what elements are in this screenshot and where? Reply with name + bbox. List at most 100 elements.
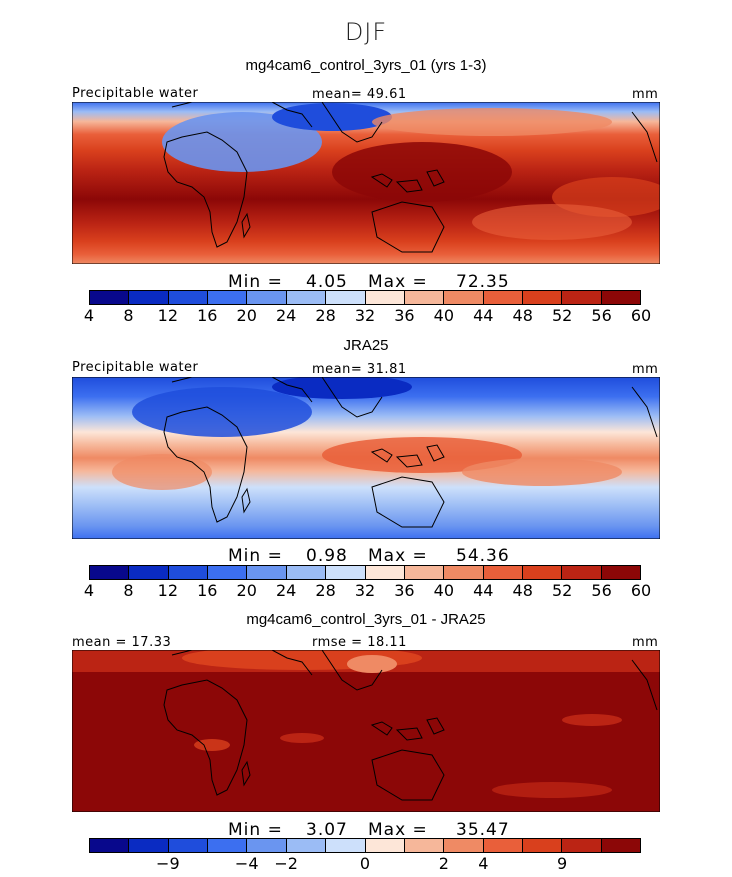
colorbar-swatch [129, 566, 169, 579]
colorbar-tick-label: 52 [551, 581, 573, 600]
colorbar-tick-label: 44 [473, 306, 494, 325]
panel-3-max-value: 35.47 [456, 820, 510, 840]
panel-2-colorbar [89, 565, 641, 580]
colorbar-swatch [365, 566, 405, 579]
panel-1-coastlines [163, 102, 658, 253]
colorbar-swatch [326, 839, 366, 852]
colorbar-swatch [208, 839, 248, 852]
colorbar-swatch [444, 839, 484, 852]
panel-3-units: mm [632, 635, 659, 650]
colorbar-tick-label: 60 [630, 581, 652, 600]
colorbar-tick-label: 36 [394, 306, 415, 325]
panel-2-mean-label: mean= 31.81 [312, 362, 407, 377]
colorbar-tick-label: −4 [234, 854, 259, 873]
colorbar-tick-label: 4 [478, 854, 489, 873]
colorbar-tick-label: 48 [512, 306, 533, 325]
colorbar-tick-label: 28 [315, 306, 336, 325]
colorbar-swatch [286, 291, 327, 304]
panel-1-title: mg4cam6_control_3yrs_01 (yrs 1-3) [245, 57, 487, 74]
colorbar-tick-label: 4 [83, 306, 95, 325]
season-title: DJF [344, 18, 388, 46]
colorbar-swatch [247, 566, 287, 579]
panel-3-min-value: 3.07 [306, 820, 348, 840]
panel-1-min-label: Min = [228, 272, 283, 292]
colorbar-swatch [483, 291, 523, 304]
colorbar-tick-label: 24 [275, 581, 297, 600]
colorbar-tick-label: 0 [359, 854, 371, 873]
colorbar-swatch [286, 839, 327, 852]
colorbar-swatch [365, 291, 405, 304]
panel-2-dry-region-sahara [132, 387, 312, 437]
colorbar-swatch [601, 839, 641, 852]
colorbar-swatch [483, 839, 523, 852]
colorbar-swatch [404, 839, 445, 852]
colorbar-tick-label: 56 [591, 581, 612, 600]
colorbar-swatch [247, 839, 287, 852]
colorbar-tick-label: 60 [630, 306, 652, 325]
panel-3-coastlines [163, 650, 658, 801]
colorbar-tick-label: 32 [354, 306, 376, 325]
colorbar-tick-label: 12 [157, 306, 179, 325]
colorbar-tick-label: −9 [156, 854, 180, 873]
panel-2-units: mm [632, 362, 659, 377]
colorbar-swatch [208, 291, 248, 304]
panel-1-min-value: 4.05 [306, 272, 348, 292]
colorbar-tick-label: 44 [473, 581, 494, 600]
panel-2-dry-region-asia [272, 377, 412, 399]
colorbar-tick-label: 52 [551, 306, 573, 325]
colorbar-swatch [129, 839, 169, 852]
panel-2-min-value: 0.98 [306, 546, 348, 566]
panel-1-dry-region-africa [162, 112, 322, 172]
colorbar-tick-label: 24 [275, 306, 297, 325]
panel-1-max-label: Max = [368, 272, 428, 292]
colorbar-swatch [208, 566, 248, 579]
colorbar-swatch [562, 839, 602, 852]
colorbar-tick-label: 28 [315, 581, 336, 600]
colorbar-swatch [404, 566, 445, 579]
colorbar-tick-label: 36 [394, 581, 415, 600]
colorbar-swatch [168, 839, 209, 852]
colorbar-tick-label: 2 [438, 854, 449, 873]
colorbar-tick-label: 12 [157, 581, 179, 600]
panel-1-max-value: 72.35 [456, 272, 510, 292]
colorbar-swatch [326, 566, 366, 579]
panel-3-colorbar [89, 838, 641, 853]
colorbar-swatch [404, 291, 445, 304]
colorbar-swatch [90, 839, 130, 852]
colorbar-swatch [247, 291, 287, 304]
colorbar-swatch [286, 566, 327, 579]
panel-2-variable-label: Precipitable water [72, 360, 199, 375]
colorbar-tick-label: 40 [433, 306, 455, 325]
colorbar-swatch [326, 291, 366, 304]
colorbar-swatch [562, 291, 602, 304]
panel-2-title: JRA25 [343, 337, 389, 354]
panel-1-map [72, 102, 660, 264]
colorbar-swatch [483, 566, 523, 579]
colorbar-swatch [522, 839, 563, 852]
panel-2-min-label: Min = [228, 546, 283, 566]
colorbar-swatch [522, 291, 563, 304]
colorbar-tick-label: 40 [433, 581, 455, 600]
colorbar-swatch [601, 566, 641, 579]
colorbar-tick-label: 9 [557, 854, 568, 873]
colorbar-tick-label: 56 [591, 306, 612, 325]
panel-3-rmse-label: rmse = 18.11 [312, 635, 407, 650]
colorbar-swatch [90, 291, 130, 304]
colorbar-swatch [444, 566, 484, 579]
panel-3-max-label: Max = [368, 820, 428, 840]
colorbar-tick-label: 8 [123, 581, 134, 600]
colorbar-tick-label: −2 [274, 854, 298, 873]
panel-1-mean-label: mean= 49.61 [312, 87, 407, 102]
colorbar-swatch [168, 291, 209, 304]
panel-3-title: mg4cam6_control_3yrs_01 - JRA25 [246, 611, 486, 628]
colorbar-swatch [444, 291, 484, 304]
colorbar-swatch [562, 566, 602, 579]
colorbar-swatch [168, 566, 209, 579]
colorbar-tick-label: 16 [197, 581, 218, 600]
colorbar-tick-label: 20 [236, 581, 257, 600]
panel-2-coastlines [163, 377, 658, 528]
colorbar-swatch [365, 839, 405, 852]
panel-2-map [72, 377, 660, 539]
panel-2-max-label: Max = [368, 546, 428, 566]
panel-1-colorbar [89, 290, 641, 305]
